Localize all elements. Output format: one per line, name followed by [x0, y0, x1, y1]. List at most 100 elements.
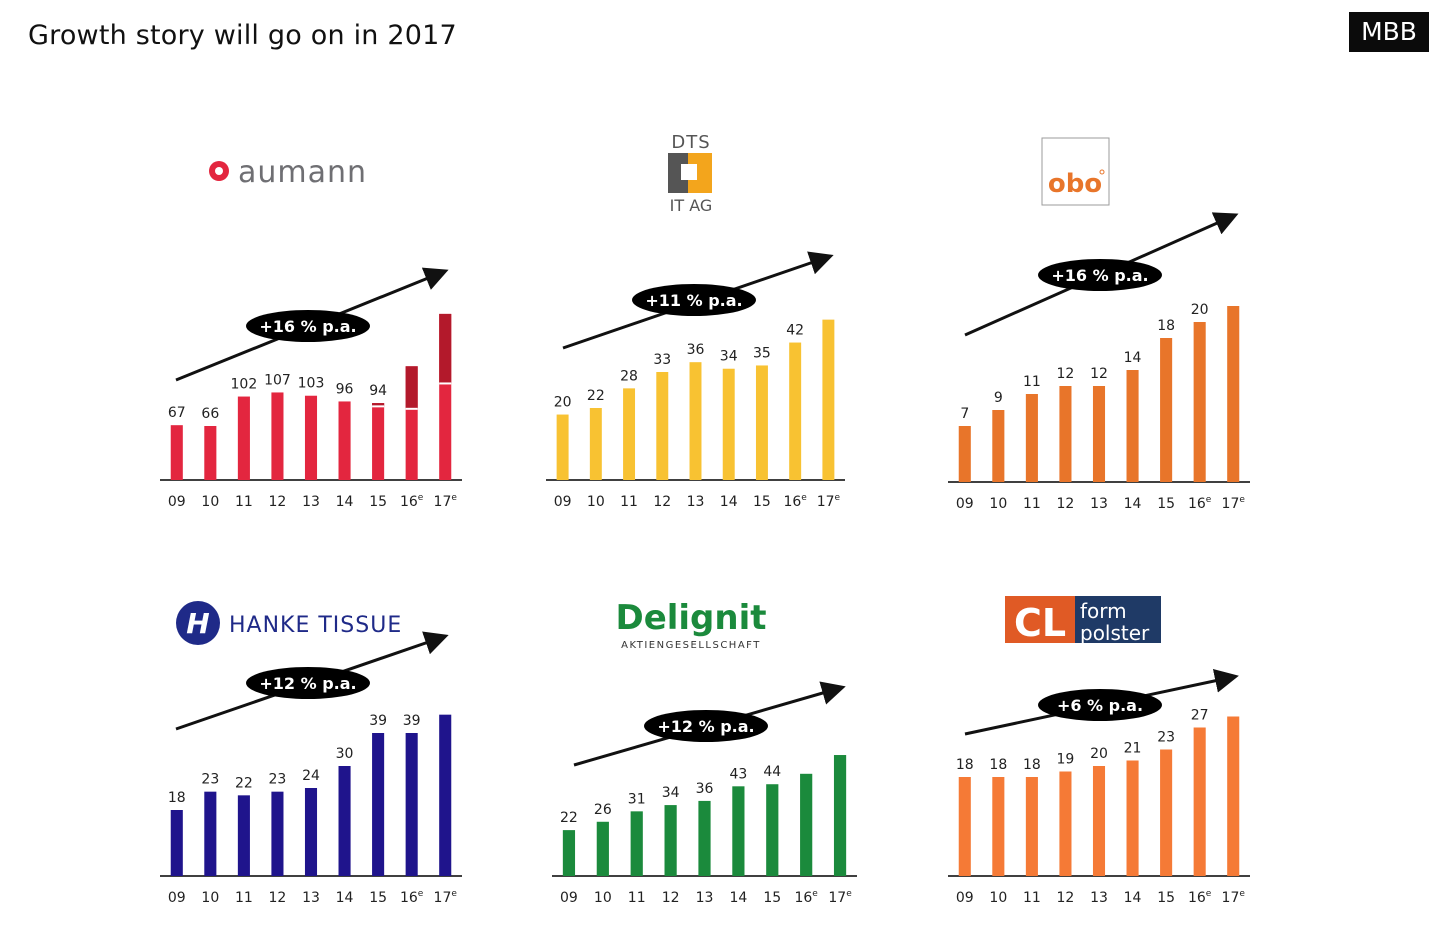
bar — [405, 733, 418, 876]
growth-badge — [644, 710, 768, 742]
bar — [1160, 338, 1173, 482]
bar — [372, 403, 385, 480]
bar — [1227, 716, 1240, 876]
tick-label: 10 — [594, 890, 612, 906]
tick-label: 12 — [269, 494, 287, 510]
tick-label: 09 — [554, 494, 572, 510]
data-label: 23 — [201, 772, 219, 788]
bar — [698, 800, 711, 876]
tick-label: 16e — [400, 493, 424, 510]
tick-label: 17e — [1222, 889, 1246, 906]
data-label: 39 — [403, 713, 421, 729]
bar — [439, 714, 452, 876]
tick-label: 13 — [1090, 496, 1108, 512]
data-label: 14 — [1124, 350, 1142, 366]
tick-label: 10 — [201, 890, 219, 906]
data-label: 96 — [336, 381, 354, 397]
data-label: 42 — [786, 323, 804, 339]
data-label: 9 — [994, 390, 1003, 406]
svg-text:DTS: DTS — [671, 132, 710, 153]
growth-badge — [1038, 689, 1162, 721]
bar — [1025, 777, 1038, 876]
bar — [992, 777, 1005, 876]
bar — [1059, 771, 1072, 876]
tick-label: 11 — [1023, 496, 1041, 512]
tick-label: 10 — [989, 496, 1007, 512]
brand-logo: MBB — [1349, 12, 1429, 52]
bar — [958, 777, 971, 876]
tick-label: 16e — [794, 889, 818, 906]
bar — [1227, 306, 1240, 482]
tick-label: 12 — [1057, 496, 1075, 512]
growth-badge — [632, 284, 756, 316]
data-label: 36 — [696, 781, 714, 797]
data-label: 20 — [554, 395, 572, 411]
data-label: 33 — [653, 352, 671, 368]
bar — [1193, 322, 1206, 482]
bar — [204, 791, 217, 876]
tick-label: 13 — [302, 890, 320, 906]
data-label: 20 — [1191, 302, 1209, 318]
bar — [596, 821, 609, 876]
bar — [822, 319, 835, 480]
growth-badge-text: +12 % p.a. — [657, 717, 754, 736]
data-label: 24 — [302, 768, 320, 784]
tick-label: 15 — [753, 494, 771, 510]
bar — [204, 426, 217, 480]
data-label: 21 — [1124, 741, 1142, 757]
chart-panel-1: 20 09 22 10 28 11 33 12 36 13 34 14 35 15 42 16e 17e +11 … — [546, 251, 845, 510]
logo-hanke: H HANKE TISSUE — [176, 601, 402, 645]
bar — [562, 830, 576, 876]
data-label: 28 — [620, 368, 638, 384]
svg-text:H: H — [186, 607, 209, 640]
data-label: 23 — [269, 772, 287, 788]
chart-panel-0: 67 09 66 10 102 11 107 12 103 13 96 14 94 15 16e 17e +16… — [160, 267, 462, 510]
page-title: Growth story will go on in 2017 — [28, 20, 457, 51]
tick-label: 11 — [620, 494, 638, 510]
chart-panel-4: 22 09 26 10 31 11 34 12 36 13 43 14 44 15 16e 17e +12 % … — [552, 681, 857, 906]
chart-panel-2: 7 09 9 10 11 11 12 12 12 13 14 14 18 15 20 16e 17e +16 % … — [948, 212, 1250, 512]
data-label: 18 — [1157, 318, 1175, 334]
growth-badge-text: +12 % p.a. — [259, 674, 356, 693]
tick-label: 13 — [696, 890, 714, 906]
data-label: 23 — [1157, 730, 1175, 746]
logo-formpolster: CL form polster — [1005, 596, 1161, 645]
bar — [271, 791, 284, 876]
svg-text:Delignit: Delignit — [615, 598, 766, 638]
tick-label: 17e — [817, 493, 841, 510]
svg-text:obo: obo — [1048, 169, 1102, 199]
bar — [237, 795, 250, 876]
data-label: 18 — [956, 757, 974, 773]
bar-forecast-segment — [405, 366, 418, 409]
bar — [656, 372, 669, 480]
chart-panel-3: 18 09 23 10 22 11 23 12 24 13 30 14 39 15 39 16e 17e +12 … — [160, 631, 462, 906]
tick-label: 17e — [1222, 495, 1246, 512]
tick-label: 14 — [336, 494, 354, 510]
tick-label: 16e — [783, 493, 807, 510]
bar — [170, 425, 183, 480]
tick-label: 17e — [434, 889, 458, 906]
data-label: 7 — [960, 406, 969, 422]
data-label: 19 — [1057, 752, 1075, 768]
bar — [755, 365, 768, 480]
bar — [833, 755, 847, 876]
growth-badge — [246, 667, 370, 699]
bar — [556, 414, 569, 480]
tick-label: 14 — [1124, 890, 1142, 906]
tick-label: 16e — [400, 889, 424, 906]
svg-text:HANKE TISSUE: HANKE TISSUE — [229, 613, 402, 638]
tick-label: 12 — [662, 890, 680, 906]
tick-label: 09 — [956, 496, 974, 512]
data-label: 102 — [231, 377, 258, 393]
data-label: 22 — [560, 810, 578, 826]
data-label: 34 — [720, 349, 738, 365]
growth-badge-text: +16 % p.a. — [259, 317, 356, 336]
bar — [338, 401, 351, 480]
tick-label: 14 — [729, 890, 747, 906]
logo-aumann: aumann — [209, 155, 366, 190]
data-label: 43 — [729, 766, 747, 782]
data-label: 34 — [662, 785, 680, 801]
bar — [170, 810, 183, 876]
tick-label: 17e — [434, 493, 458, 510]
